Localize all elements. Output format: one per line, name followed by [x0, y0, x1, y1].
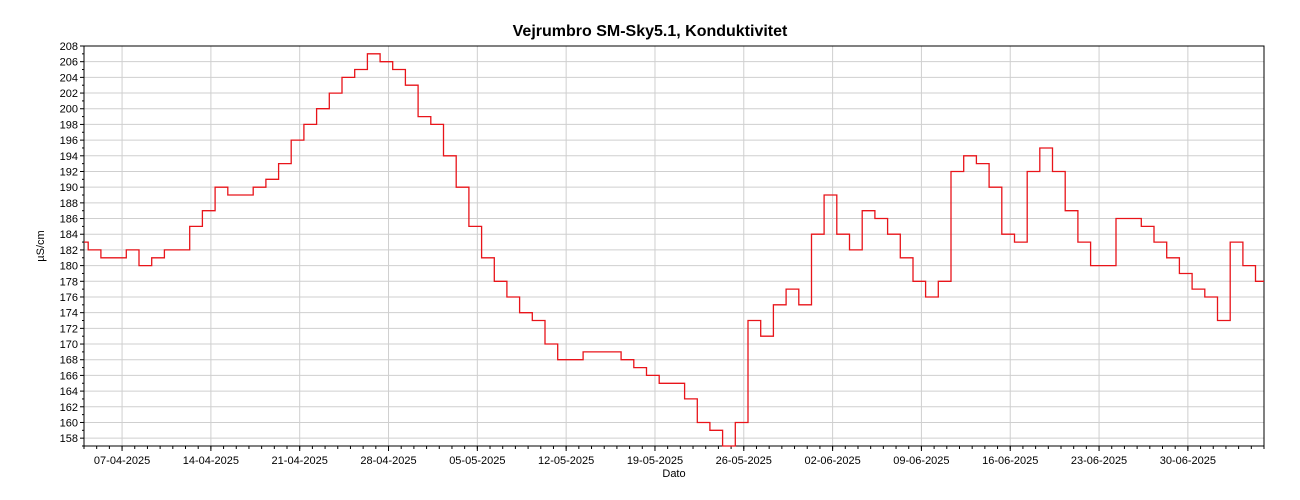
y-tick-label: 170	[60, 339, 78, 351]
x-tick-label: 19-05-2025	[627, 455, 683, 467]
x-axis-label: Dato	[662, 468, 685, 480]
x-tick-label: 30-06-2025	[1160, 455, 1216, 467]
x-tick-label: 09-06-2025	[893, 455, 949, 467]
y-tick-label: 196	[60, 135, 78, 147]
chart-title: Vejrumbro SM-Sky5.1, Konduktivitet	[513, 23, 788, 40]
y-tick-label: 208	[60, 41, 78, 53]
y-tick-label: 178	[60, 276, 78, 288]
y-tick-label: 158	[60, 433, 78, 445]
y-axis-label: µS/cm	[35, 230, 47, 261]
y-tick-label: 198	[60, 119, 78, 131]
y-tick-label: 182	[60, 245, 78, 257]
plot-area-frame	[83, 45, 1265, 447]
y-tick-label: 164	[60, 386, 78, 398]
y-tick-label: 192	[60, 166, 78, 178]
y-tick-label: 162	[60, 402, 78, 414]
x-tick-label: 26-05-2025	[716, 455, 772, 467]
y-tick-label: 206	[60, 57, 78, 69]
y-axis-ticks: 158 160 162 164 166 168 170 172 174 176 178 180 182 1…	[60, 41, 84, 447]
y-gridlines	[84, 45, 1264, 439]
x-axis-ticks: 07-04-2025 14-04-2025 21-04-2025 28-04-2025…	[83, 446, 1265, 467]
x-tick-label: 14-04-2025	[183, 455, 239, 467]
x-gridlines	[121, 46, 1189, 446]
y-tick-label: 194	[60, 151, 78, 163]
y-tick-label: 166	[60, 370, 78, 382]
y-tick-label: 172	[60, 323, 78, 335]
y-tick-label: 180	[60, 261, 78, 273]
y-tick-label: 188	[60, 198, 78, 210]
y-tick-label: 200	[60, 104, 78, 116]
y-tick-label: 176	[60, 292, 78, 304]
y-tick-label: 204	[60, 72, 78, 84]
y-tick-label: 184	[60, 229, 78, 241]
x-tick-label: 05-05-2025	[449, 455, 505, 467]
y-tick-label: 168	[60, 355, 78, 367]
series-layer	[84, 53, 1264, 447]
x-tick-label: 02-06-2025	[804, 455, 860, 467]
x-tick-label: 28-04-2025	[360, 455, 416, 467]
x-tick-label: 16-06-2025	[982, 455, 1038, 467]
x-tick-label: 12-05-2025	[538, 455, 594, 467]
x-tick-label: 21-04-2025	[272, 455, 328, 467]
x-tick-label: 07-04-2025	[94, 455, 150, 467]
x-tick-label: 23-06-2025	[1071, 455, 1127, 467]
y-tick-label: 174	[60, 308, 78, 320]
series-line	[84, 53, 1264, 447]
y-tick-label: 190	[60, 182, 78, 194]
y-tick-label: 202	[60, 88, 78, 100]
y-tick-label: 160	[60, 417, 78, 429]
y-tick-label: 186	[60, 214, 78, 226]
